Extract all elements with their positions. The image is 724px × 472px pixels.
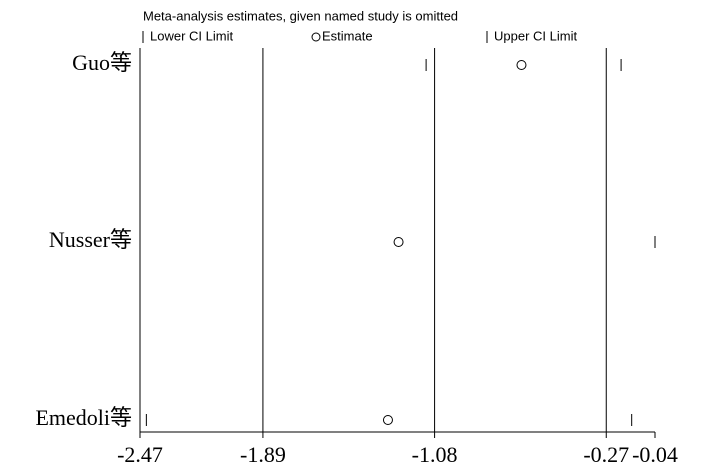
legend-label: Estimate <box>322 28 373 43</box>
x-tick-label: -0.27 <box>583 442 629 467</box>
legend-title: Meta-analysis estimates, given named stu… <box>143 8 458 23</box>
x-tick-label: -2.47 <box>117 442 163 467</box>
estimate-point <box>516 60 527 70</box>
legend-label: Upper CI Limit <box>494 28 577 43</box>
x-tick-label: -1.08 <box>412 442 458 467</box>
x-tick-label: -0.04 <box>632 442 678 467</box>
legend-marker <box>311 32 321 42</box>
x-tick-label: -1.89 <box>240 442 286 467</box>
category-label: Nusser等 <box>49 227 132 252</box>
category-label: Guo等 <box>72 50 132 75</box>
estimate-point <box>393 237 404 247</box>
category-label: Emedoli等 <box>35 405 132 430</box>
legend-label: Lower CI Limit <box>150 28 233 43</box>
estimate-point <box>382 415 393 425</box>
